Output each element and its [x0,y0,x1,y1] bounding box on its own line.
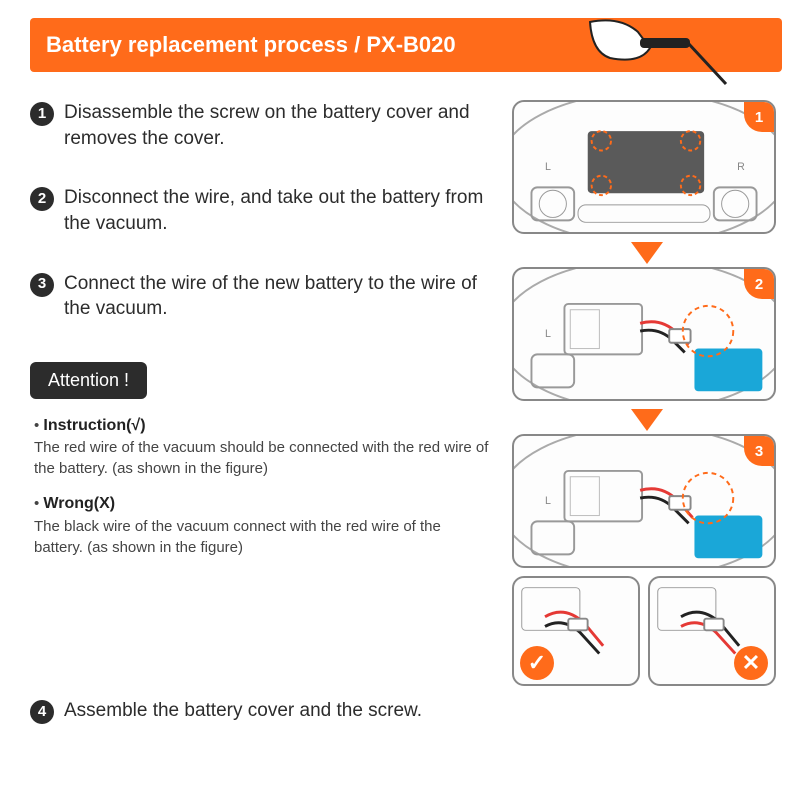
step-4: 4 Assemble the battery cover and the scr… [30,686,782,724]
diagram-panel-2: 2 L [512,267,776,401]
attention-item-instruction: • Instruction(√) The red wire of the vac… [30,415,490,479]
arrow-down-icon [631,409,663,431]
header-title: Battery replacement process / PX-B020 [46,32,456,57]
cross-mark-icon: ✕ [734,646,768,680]
diagram-1-svg: L R [514,102,774,232]
step-1: 1 Disassemble the screw on the battery c… [30,100,490,151]
step-number-badge: 4 [30,700,54,724]
diagram-panel-1: 1 L R [512,100,776,234]
screwdriver-hand-icon [580,14,730,104]
step-number-badge: 2 [30,187,54,211]
bullet-title: Wrong(X) [43,495,115,512]
diagram-wrong: ✕ [648,576,776,686]
diagram-3-svg: L [514,436,774,566]
bullet-body: The red wire of the vacuum should be con… [34,439,488,477]
arrow-down-icon [631,242,663,264]
svg-text:R: R [737,161,745,173]
step-text: Assemble the battery cover and the screw… [64,698,422,724]
step-3: 3 Connect the wire of the new battery to… [30,271,490,322]
check-mark-icon: ✓ [520,646,554,680]
svg-text:L: L [545,495,551,507]
left-column: 1 Disassemble the screw on the battery c… [30,100,490,572]
step-2: 2 Disconnect the wire, and take out the … [30,185,490,236]
diagram-correct: ✓ [512,576,640,686]
svg-text:L: L [545,328,551,340]
step-text: Disconnect the wire, and take out the ba… [64,185,490,236]
diagram-panel-3: 3 L [512,434,776,568]
svg-text:L: L [545,161,551,173]
bullet-body: The black wire of the vacuum connect wit… [34,518,441,556]
step-number-badge: 3 [30,273,54,297]
attention-item-wrong: • Wrong(X) The black wire of the vacuum … [30,493,490,557]
attention-label: Attention ! [30,362,147,399]
step-text: Connect the wire of the new battery to t… [64,271,490,322]
step-text: Disassemble the screw on the battery cov… [64,100,490,151]
correct-wrong-pair: ✓ ✕ [512,576,782,686]
bullet-title: Instruction(√) [43,417,145,434]
step-number-badge: 1 [30,102,54,126]
right-column: 1 L R 2 [512,100,782,686]
diagram-2-svg: L [514,269,774,399]
